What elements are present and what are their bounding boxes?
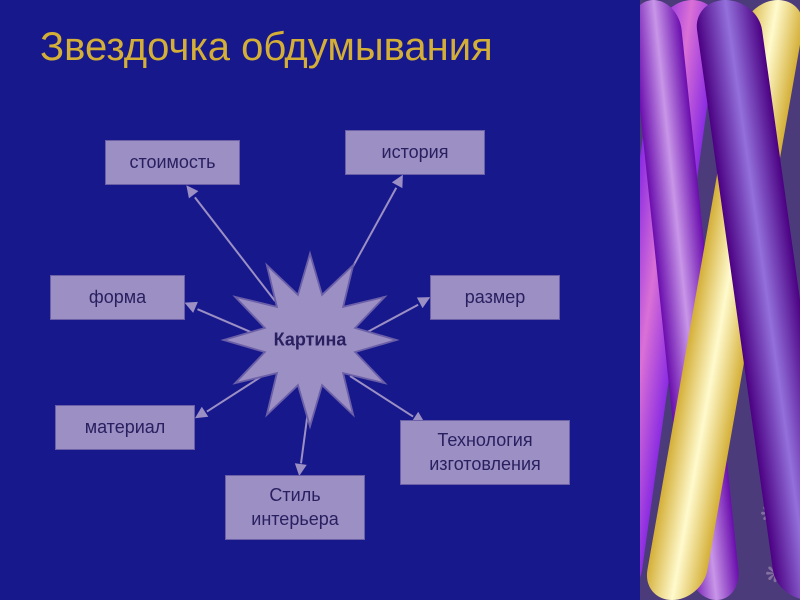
node-label: размер xyxy=(465,286,525,309)
decorative-sidebar xyxy=(640,0,800,600)
node-label: стоимость xyxy=(129,151,215,174)
node-box-0: стоимость xyxy=(105,140,240,185)
node-box-4: материал xyxy=(55,405,195,450)
node-box-1: история xyxy=(345,130,485,175)
center-star: Картина xyxy=(220,250,400,430)
node-box-2: форма xyxy=(50,275,185,320)
center-label: Картина xyxy=(220,330,400,351)
node-box-3: размер xyxy=(430,275,560,320)
node-label: Технология изготовления xyxy=(401,429,569,476)
node-label: история xyxy=(382,141,449,164)
node-box-6: Технология изготовления xyxy=(400,420,570,485)
node-box-5: Стиль интерьера xyxy=(225,475,365,540)
node-label: форма xyxy=(89,286,146,309)
node-label: материал xyxy=(85,416,166,439)
node-label: Стиль интерьера xyxy=(226,484,364,531)
slide-title: Звездочка обдумывания xyxy=(40,25,493,70)
